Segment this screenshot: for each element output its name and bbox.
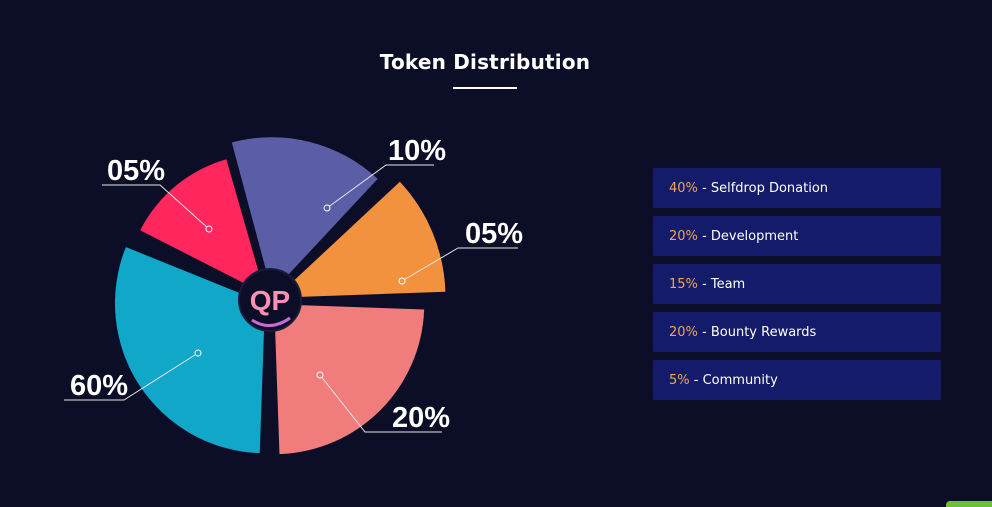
legend-text: - Bounty Rewards xyxy=(697,324,817,340)
legend-item: 5% - Community xyxy=(653,360,941,400)
legend-pct: 20% xyxy=(669,324,698,340)
legend-item: 20% - Bounty Rewards xyxy=(653,312,941,352)
slice-percent-label: 10% xyxy=(388,135,446,167)
leader-line xyxy=(64,352,199,401)
legend-pct: 40% xyxy=(669,180,698,196)
legend-pct: 15% xyxy=(669,276,698,292)
scroll-to-top-tab[interactable] xyxy=(946,501,992,507)
pie-slice xyxy=(114,247,265,454)
leader-dot xyxy=(398,277,406,285)
leader-dot xyxy=(316,371,324,379)
logo-text: QP xyxy=(250,285,290,316)
slice-percent-label: 60% xyxy=(70,370,128,402)
pie-slice xyxy=(231,137,378,293)
slice-percent-label: 05% xyxy=(465,218,523,250)
legend-text: - Selfdrop Donation xyxy=(697,180,829,196)
leader-dot xyxy=(323,204,331,212)
slice-percent-label: 05% xyxy=(107,155,165,187)
legend-text: - Team xyxy=(697,276,746,292)
legend-text: - Community xyxy=(689,372,778,388)
page-title: Token Distribution xyxy=(379,50,591,74)
legend-pct: 5% xyxy=(669,372,690,388)
legend-item: 20% - Development xyxy=(653,216,941,256)
legend-pct: 20% xyxy=(669,228,698,244)
distribution-legend: 40% - Selfdrop Donation 20% - Developmen… xyxy=(653,168,941,408)
pie-slice xyxy=(140,159,265,294)
legend-item: 40% - Selfdrop Donation xyxy=(653,168,941,208)
legend-text: - Development xyxy=(697,228,799,244)
title-underline xyxy=(453,87,517,89)
leader-line xyxy=(401,247,518,282)
pie-slice xyxy=(275,181,446,298)
leader-line xyxy=(326,164,434,209)
leader-dot xyxy=(205,225,213,233)
leader-line xyxy=(319,374,442,433)
pie-chart: 10% 05% 20% 60% 05% QP xyxy=(64,135,523,455)
slice-percent-label: 20% xyxy=(392,402,450,434)
qp-logo: QP xyxy=(238,268,302,332)
pie-slice xyxy=(274,304,425,455)
leader-line xyxy=(102,184,210,230)
leader-dot xyxy=(194,349,202,357)
legend-item: 15% - Team xyxy=(653,264,941,304)
